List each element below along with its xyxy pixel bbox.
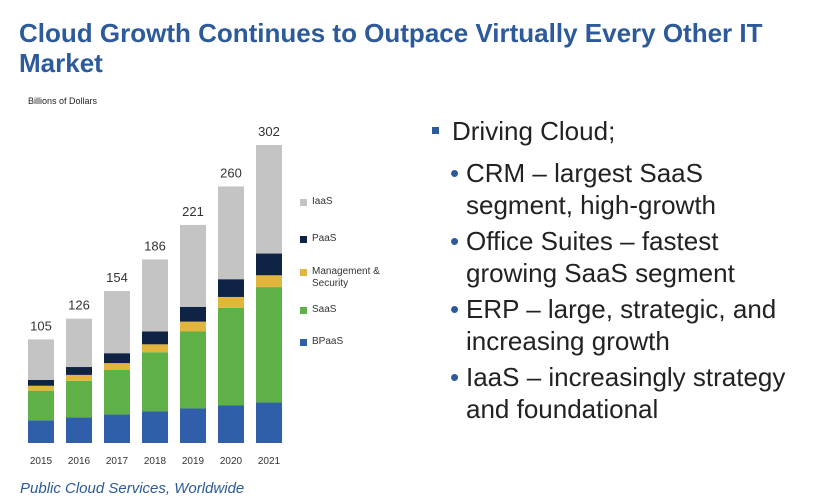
legend-label: SaaS [312, 304, 337, 315]
bar-segment [218, 405, 244, 443]
bar-segment [180, 408, 206, 443]
legend-item: PaaS [300, 233, 402, 245]
bar-segment [104, 369, 130, 415]
bar-segment [28, 385, 54, 391]
total-label: 260 [220, 165, 242, 180]
legend-label: Management & Security [312, 266, 380, 289]
square-bullet-icon [432, 127, 439, 134]
dot-bullet-icon: • [450, 226, 460, 256]
legend-item: Management & Security [300, 266, 402, 290]
bar-segment [256, 145, 282, 254]
bar-segment [180, 321, 206, 332]
slide-title: Cloud Growth Continues to Outpace Virtua… [19, 18, 763, 78]
bullet-item: • CRM – largest SaaS segment, high-growt… [432, 157, 812, 221]
bar-segment [180, 306, 206, 322]
bar-segment [180, 331, 206, 409]
bullet-item: • ERP – large, strategic, and increasing… [432, 293, 812, 357]
bullet-item-text: IaaS – increasingly strategy and foundat… [466, 362, 786, 424]
bar-segment [66, 417, 92, 443]
source-note: Public Cloud Services, Worldwide [20, 480, 245, 497]
bar-segment [28, 390, 54, 421]
bar-segment [218, 279, 244, 297]
chart-unit-label: Billions of Dollars [28, 96, 98, 106]
total-label: 302 [258, 124, 280, 139]
bar-segment [218, 296, 244, 308]
bar-segment [104, 414, 130, 443]
x-tick-label: 2016 [68, 456, 91, 467]
bar-segment [142, 259, 168, 332]
bar-segment [66, 367, 92, 375]
bullet-main-text: Driving Cloud; [452, 116, 616, 146]
x-tick-label: 2018 [144, 456, 167, 467]
legend-swatch [300, 269, 307, 276]
bar-segment [104, 353, 130, 364]
legend-swatch [300, 199, 307, 206]
total-label: 186 [144, 238, 166, 253]
x-tick-label: 2019 [182, 456, 205, 467]
dot-bullet-icon: • [450, 294, 460, 324]
bar-segment [142, 344, 168, 353]
bar-segment [28, 379, 54, 386]
legend-swatch [300, 236, 307, 243]
legend-label: BPaaS [312, 336, 344, 347]
x-tick-label: 2021 [258, 456, 281, 467]
bar-segment [218, 186, 244, 280]
total-label: 105 [30, 318, 52, 333]
total-label: 154 [106, 270, 128, 285]
x-tick-label: 2020 [220, 456, 243, 467]
legend-label: PaaS [312, 233, 337, 244]
legend-item: IaaS [300, 196, 402, 208]
x-tick-label: 2017 [106, 456, 129, 467]
legend-label: IaaS [312, 196, 333, 207]
bullet-item-text: Office Suites – fastest growing SaaS seg… [466, 226, 735, 288]
bar-segment [66, 318, 92, 368]
bar-segment [28, 339, 54, 380]
total-label: 221 [182, 204, 204, 219]
bar-segment [142, 352, 168, 412]
bar-segment [104, 363, 130, 370]
bar-segment [256, 253, 282, 276]
bar-segment [104, 291, 130, 354]
bullet-list: Driving Cloud; • CRM – largest SaaS segm… [432, 115, 812, 429]
bar-segment [180, 224, 206, 307]
bullet-item: • Office Suites – fastest growing SaaS s… [432, 225, 812, 289]
legend-item: SaaS [300, 304, 402, 316]
bar-segment [218, 307, 244, 406]
bullet-item-text: ERP – large, strategic, and increasing g… [466, 294, 777, 356]
bar-segment [256, 402, 282, 443]
bullet-main: Driving Cloud; [432, 115, 812, 147]
bar-segment [256, 287, 282, 403]
bar-segment [142, 411, 168, 443]
x-tick-label: 2015 [30, 456, 53, 467]
legend-item: BPaaS [300, 336, 402, 348]
bullet-item: • IaaS – increasingly strategy and found… [432, 361, 812, 425]
bar-segment [142, 331, 168, 345]
bullet-item-text: CRM – largest SaaS segment, high-growth [466, 158, 717, 220]
bar-segment [28, 420, 54, 443]
dot-bullet-icon: • [450, 362, 460, 392]
dot-bullet-icon: • [450, 158, 460, 188]
legend-swatch [300, 307, 307, 314]
total-label: 126 [68, 298, 90, 313]
legend-swatch [300, 339, 307, 346]
bar-segment [66, 380, 92, 418]
bar-segment [256, 275, 282, 288]
bar-segment [66, 374, 92, 381]
